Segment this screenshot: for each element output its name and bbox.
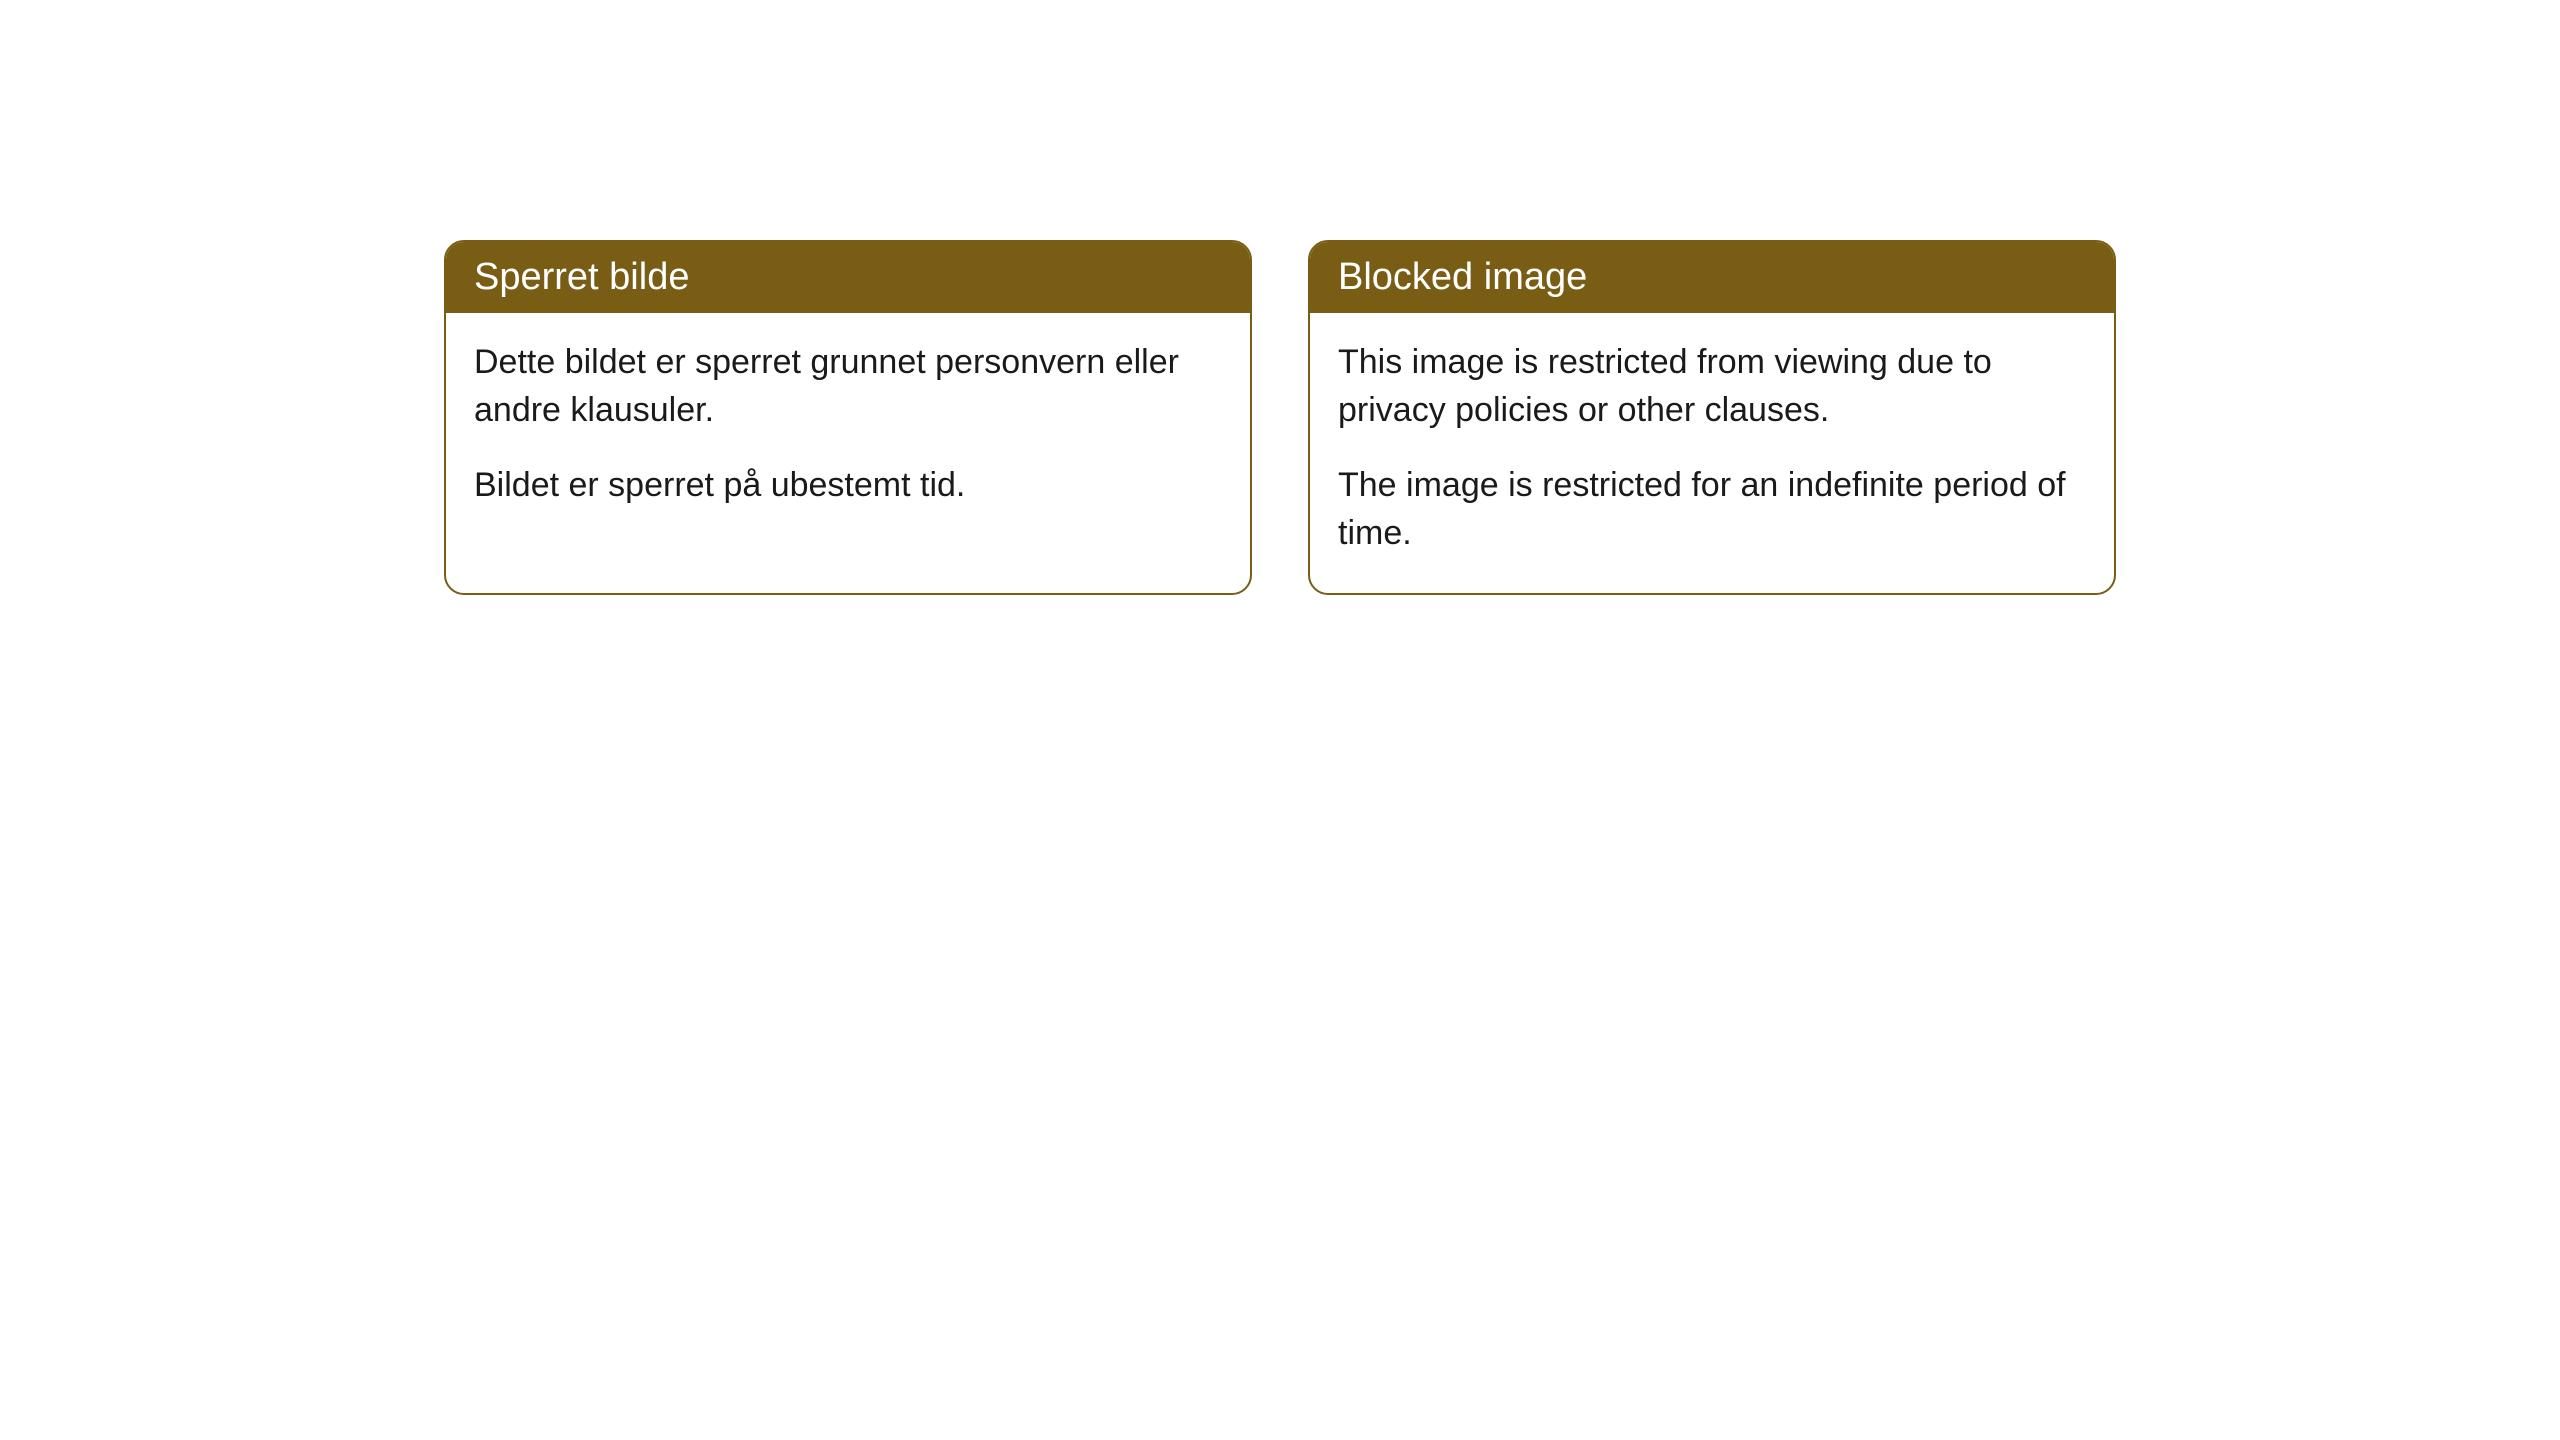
card-paragraph: This image is restricted from viewing du… bbox=[1338, 339, 2086, 434]
card-paragraph: The image is restricted for an indefinit… bbox=[1338, 462, 2086, 557]
card-paragraph: Dette bildet er sperret grunnet personve… bbox=[474, 339, 1222, 434]
card-body-english: This image is restricted from viewing du… bbox=[1310, 313, 2114, 593]
cards-container: Sperret bilde Dette bildet er sperret gr… bbox=[0, 240, 2560, 595]
card-title: Blocked image bbox=[1338, 256, 1587, 298]
card-body-norwegian: Dette bildet er sperret grunnet personve… bbox=[446, 313, 1250, 546]
card-title: Sperret bilde bbox=[474, 256, 689, 298]
card-english: Blocked image This image is restricted f… bbox=[1308, 240, 2116, 595]
card-header-english: Blocked image bbox=[1310, 242, 2114, 313]
card-norwegian: Sperret bilde Dette bildet er sperret gr… bbox=[444, 240, 1252, 595]
card-header-norwegian: Sperret bilde bbox=[446, 242, 1250, 313]
card-paragraph: Bildet er sperret på ubestemt tid. bbox=[474, 462, 1222, 510]
